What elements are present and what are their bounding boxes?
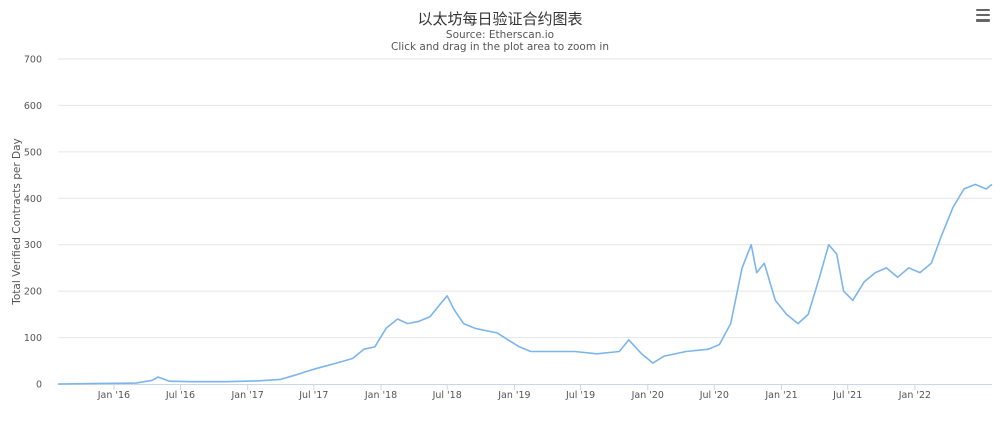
y-tick-label: 600 (24, 101, 42, 112)
chart-subtitle-zoom-hint: Click and drag in the plot area to zoom … (391, 41, 609, 53)
y-tick-label: 500 (24, 147, 42, 158)
y-tick-label: 100 (24, 333, 42, 344)
x-tick-label: Jan '18 (364, 390, 397, 401)
hamburger-menu-icon[interactable] (976, 9, 990, 23)
x-tick-label: Jul '16 (165, 390, 195, 401)
grid-lines (58, 58, 992, 339)
x-tick-label: Jan '21 (764, 390, 797, 401)
y-tick-label: 400 (24, 194, 42, 205)
menu-bar (976, 9, 990, 12)
x-tick-label: Jan '16 (97, 390, 130, 401)
x-tick-label: Jul '21 (832, 390, 862, 401)
x-tick-label: Jan '17 (230, 390, 263, 401)
plot-area[interactable] (57, 183, 993, 385)
x-tick-label: Jul '18 (432, 390, 462, 401)
x-tick-label: Jan '20 (631, 390, 664, 401)
y-tick-label: 0 (36, 380, 42, 391)
menu-bar (976, 14, 990, 17)
chart-title: 以太坊每日验证合约图表 (417, 10, 583, 28)
x-tick-label: Jan '19 (497, 390, 530, 401)
y-axis-label: Total Verified Contracts per Day (11, 138, 23, 306)
y-tick-label: 300 (24, 240, 42, 251)
y-tick-label: 700 (24, 55, 42, 66)
menu-bar (976, 19, 990, 22)
x-axis-ticks: Jan '16 Jul '16 Jan '17 Jul '17 Jan '18 Jul '… (97, 384, 931, 401)
x-tick-label: Jul '17 (298, 390, 328, 401)
x-tick-label: Jul '19 (565, 390, 595, 401)
y-axis-ticks: 0 100 200 300 400 500 600 700 (24, 55, 42, 391)
x-tick-label: Jul '20 (699, 390, 729, 401)
series-line (57, 183, 993, 385)
chart-subtitle-source: Source: Etherscan.io (445, 29, 555, 41)
x-tick-label: Jan '22 (898, 390, 931, 401)
y-tick-label: 200 (24, 287, 42, 298)
